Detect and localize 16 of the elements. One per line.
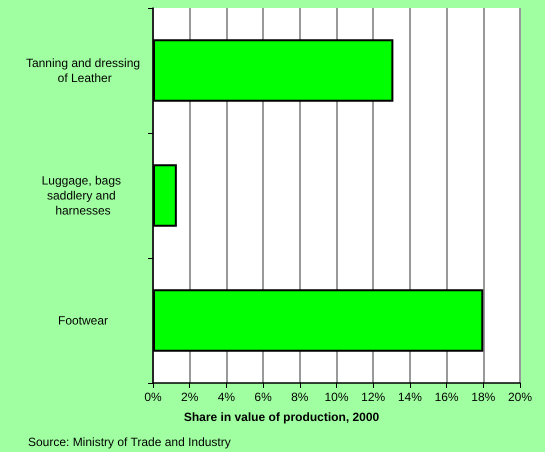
y-tick-label: Tanning and dressing of Leather (26, 56, 140, 85)
x-tick-label: 4% (218, 390, 236, 404)
x-tick-label: 16% (434, 390, 459, 404)
x-tick-label: 18% (471, 390, 496, 404)
y-tick-label: Footwear (58, 314, 108, 328)
x-tick-label: 8% (291, 390, 309, 404)
x-tick-label: 20% (508, 390, 532, 404)
x-tick-label: 10% (324, 390, 349, 404)
y-tick-label: Luggage, bags saddlery and harnesses (42, 174, 124, 218)
x-tick-label: 0% (144, 390, 162, 404)
source-note: Source: Ministry of Trade and Industry (28, 435, 231, 449)
x-axis-title: Share in value of production, 2000 (184, 410, 380, 424)
x-tick-label: 2% (181, 390, 199, 404)
x-tick-label: 12% (361, 390, 386, 404)
x-tick-label: 14% (398, 390, 422, 404)
x-tick-label: 6% (254, 390, 272, 404)
